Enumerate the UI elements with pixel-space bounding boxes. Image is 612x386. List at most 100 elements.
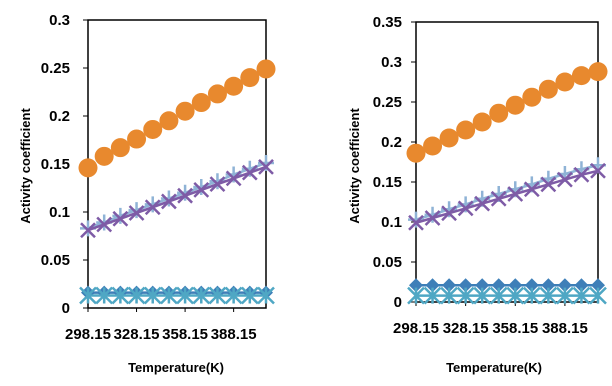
data-point (572, 286, 591, 305)
data-point (143, 119, 163, 139)
data-point (224, 286, 243, 305)
data-point (144, 199, 161, 216)
y-tick-label: 0.25 (373, 94, 402, 111)
data-point (507, 186, 524, 202)
y-axis-title: Activity coefficient (347, 108, 362, 224)
data-point (539, 286, 558, 305)
data-point (423, 136, 443, 156)
plot-area-frame (415, 21, 599, 303)
data-point (96, 216, 113, 233)
data-point (80, 222, 96, 239)
x-tick-label: 388.15 (211, 326, 257, 343)
data-point (489, 286, 508, 305)
data-point (176, 286, 194, 305)
y-tick-label: 0.1 (381, 214, 402, 231)
x-tick-label: 328.15 (114, 326, 160, 343)
series-x (80, 158, 274, 239)
data-point (409, 278, 423, 293)
data-point (95, 286, 114, 305)
x-axis-title: Temperature(K) (446, 360, 542, 375)
data-point (127, 129, 147, 149)
y-tick-label: 0.2 (381, 134, 402, 151)
series-line (87, 165, 267, 232)
data-point (522, 286, 541, 305)
data-point (590, 162, 606, 179)
data-point (127, 286, 146, 305)
data-point (408, 214, 424, 231)
data-point (574, 278, 589, 293)
series-line (415, 169, 599, 225)
plot-area-frame (87, 19, 267, 309)
data-point (94, 146, 114, 166)
data-point (192, 286, 211, 305)
x-axis-title: Temperature(K) (128, 360, 224, 375)
data-point (423, 286, 442, 305)
data-point (442, 278, 457, 293)
data-point (456, 286, 475, 305)
data-point (424, 210, 441, 226)
data-point (456, 120, 476, 140)
data-point (524, 278, 539, 293)
chart-left: Activity coefficient Temperature(K) 0 0.0… (18, 12, 276, 375)
data-point (440, 286, 458, 305)
series-asterisk (407, 286, 607, 305)
data-point (489, 103, 509, 123)
data-point (161, 193, 177, 210)
data-point (508, 278, 523, 293)
data-point (491, 278, 506, 293)
data-point (589, 286, 607, 305)
series-circle (406, 62, 608, 163)
x-tick-label: 358.15 (162, 326, 208, 343)
data-point (540, 176, 557, 193)
data-point (240, 68, 260, 88)
data-point (110, 138, 130, 158)
data-point (191, 93, 211, 113)
data-point (128, 205, 145, 221)
data-point (555, 72, 575, 92)
data-point (425, 278, 440, 293)
data-point (406, 143, 426, 163)
data-point (556, 286, 574, 305)
data-point (112, 210, 129, 227)
data-point (522, 87, 542, 107)
data-point (160, 286, 178, 305)
data-point (506, 286, 525, 305)
data-point (193, 182, 210, 198)
data-point (208, 286, 227, 305)
y-tick-label: 0.1 (49, 204, 70, 221)
series-diamond (409, 278, 605, 293)
x-tick-label: 298.15 (393, 320, 439, 337)
data-point (458, 278, 473, 293)
data-point (588, 62, 608, 82)
data-point (441, 205, 457, 222)
y-tick-label: 0.05 (373, 254, 402, 271)
series-circle (78, 59, 276, 178)
data-point (473, 286, 492, 305)
data-point (79, 286, 97, 305)
data-point (225, 170, 242, 187)
data-point (474, 195, 491, 212)
data-point (407, 286, 425, 305)
data-point (439, 128, 459, 148)
data-point (175, 101, 195, 121)
data-point (475, 278, 490, 293)
y-tick-label: 0.2 (49, 108, 70, 125)
data-point (209, 176, 226, 193)
data-point (573, 166, 590, 183)
data-point (159, 111, 179, 131)
data-point (557, 278, 572, 293)
y-tick-label: 0.15 (41, 156, 70, 173)
data-point (457, 200, 474, 217)
data-point (143, 286, 162, 305)
series-asterisk (79, 286, 275, 305)
data-point (111, 286, 130, 305)
y-tick-label: 0.05 (41, 252, 70, 269)
y-tick-label: 0.3 (49, 12, 70, 29)
y-tick-label: 0.35 (373, 14, 402, 31)
y-tick-label: 0.15 (373, 174, 402, 191)
chart-right: Activity coefficient Temperature(K) 0 0.0… (347, 14, 608, 375)
data-point (256, 59, 276, 79)
x-tick-label: 358.15 (492, 320, 538, 337)
